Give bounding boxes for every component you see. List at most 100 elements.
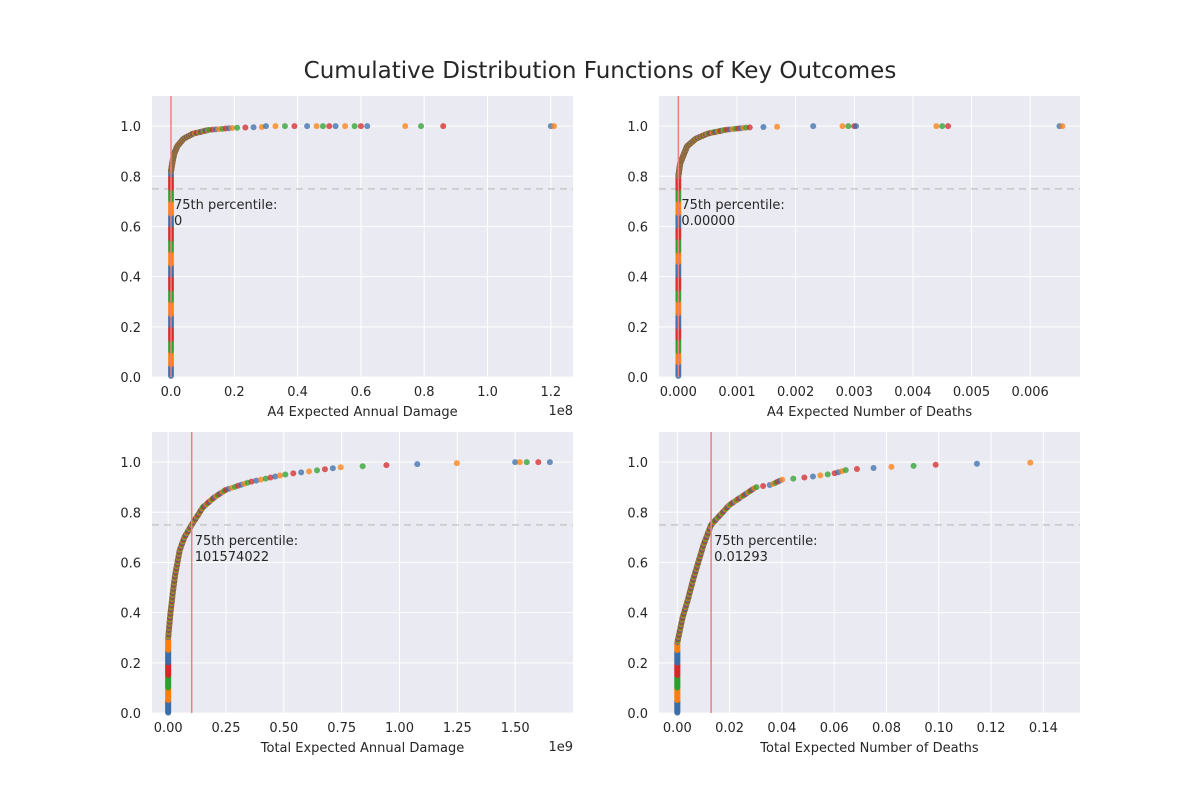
data-point <box>551 123 558 130</box>
plot-area <box>152 96 573 377</box>
x-tick-label: 0.75 <box>327 721 356 736</box>
data-point <box>253 477 260 484</box>
data-point <box>337 464 344 471</box>
y-tick-label: 0.8 <box>627 506 648 521</box>
plot-area <box>659 432 1080 713</box>
data-point <box>250 124 257 131</box>
x-tick-label: 0.4 <box>287 385 308 400</box>
percentile-annotation: 75th percentile: <box>174 198 277 213</box>
data-point <box>414 461 421 468</box>
y-tick-label: 0.4 <box>120 271 141 286</box>
data-point <box>842 467 849 474</box>
x-tick-label: 1.0 <box>477 385 498 400</box>
y-tick-label: 0.0 <box>627 707 648 722</box>
data-point <box>418 123 425 130</box>
x-axis-label: Total Expected Number of Deaths <box>759 741 979 756</box>
data-point <box>774 123 781 130</box>
data-point <box>282 471 289 478</box>
y-tick-label: 0.2 <box>627 321 648 336</box>
data-point <box>402 123 409 130</box>
data-point <box>546 459 553 466</box>
data-point <box>272 123 279 130</box>
data-point <box>753 484 760 491</box>
data-point <box>817 472 824 479</box>
data-point <box>272 473 279 480</box>
data-point <box>523 459 530 466</box>
x-tick-label: 0.004 <box>894 385 931 400</box>
percentile-annotation: 75th percentile: <box>195 534 298 549</box>
x-tick-label: 0.005 <box>953 385 990 400</box>
data-point <box>329 465 336 472</box>
data-point <box>229 125 236 132</box>
x-tick-label: 1.2 <box>540 385 561 400</box>
y-tick-label: 0.2 <box>627 657 648 672</box>
y-tick-label: 0.4 <box>627 271 648 286</box>
data-point <box>281 123 288 130</box>
x-tick-label: 1.00 <box>385 721 414 736</box>
x-tick-label: 0.000 <box>660 385 697 400</box>
plot-area <box>152 432 573 713</box>
data-point <box>870 464 877 471</box>
data-point <box>304 123 311 130</box>
data-point <box>291 123 298 130</box>
data-point <box>512 459 519 466</box>
data-point <box>383 462 390 469</box>
data-point <box>888 463 895 470</box>
percentile-annotation: 75th percentile: <box>681 198 784 213</box>
chart-panel-2: 0.000 0.001 0.002 0.003 0.004 0.005 0.006 0.0 0.… <box>627 96 1080 420</box>
data-point <box>326 123 333 130</box>
y-tick-label: 0.8 <box>120 170 141 185</box>
data-point <box>516 459 523 466</box>
y-tick-label: 0.6 <box>627 556 648 571</box>
x-tick-label: 0.002 <box>777 385 814 400</box>
data-point <box>298 469 305 476</box>
plot-area <box>659 96 1080 377</box>
data-point <box>933 123 940 130</box>
x-tick-label: 1.50 <box>501 721 530 736</box>
data-point <box>342 123 349 130</box>
y-tick-label: 1.0 <box>627 120 648 135</box>
data-point <box>973 460 980 467</box>
x-tick-label: 0.06 <box>820 721 849 736</box>
data-point <box>853 466 860 473</box>
y-tick-label: 0.6 <box>627 220 648 235</box>
x-tick-label: 0.02 <box>715 721 744 736</box>
data-point <box>306 468 313 475</box>
x-tick-label: 0.003 <box>836 385 873 400</box>
data-point <box>910 462 917 469</box>
percentile-annotation: 0.00000 <box>681 214 735 229</box>
chart-panel-4: 0.00 0.02 0.04 0.06 0.08 0.10 0.12 0.14 0.0 0.2 0.… <box>627 432 1080 756</box>
data-point <box>746 124 753 131</box>
data-point <box>314 467 321 474</box>
data-point <box>939 123 946 130</box>
x-tick-label: 0.14 <box>1029 721 1058 736</box>
y-tick-label: 1.0 <box>627 456 648 471</box>
y-tick-label: 1.0 <box>120 456 141 471</box>
data-point <box>234 124 241 131</box>
x-tick-label: 0.00 <box>154 721 183 736</box>
x-tick-label: 0.8 <box>414 385 435 400</box>
y-tick-label: 1.0 <box>120 120 141 135</box>
y-tick-label: 0.0 <box>627 371 648 386</box>
x-tick-label: 0.08 <box>872 721 901 736</box>
data-point <box>248 478 255 485</box>
data-point <box>277 472 284 479</box>
y-tick-label: 0.8 <box>627 170 648 185</box>
y-tick-label: 0.4 <box>627 607 648 622</box>
chart-panel-1: 0.0 0.2 0.4 0.6 0.8 1.0 1.2 0.0 0.2 0.4 0.6 0.8 1.0 A… <box>120 96 573 420</box>
data-point <box>258 476 265 483</box>
data-point <box>760 124 767 131</box>
x-tick-label: 1.25 <box>443 721 472 736</box>
y-tick-label: 0.2 <box>120 657 141 672</box>
y-tick-label: 0.0 <box>120 707 141 722</box>
data-point <box>357 123 364 130</box>
data-point <box>839 123 846 130</box>
x-tick-label: 0.0 <box>161 385 182 400</box>
data-point <box>321 466 328 473</box>
data-point <box>262 475 269 482</box>
data-points <box>165 459 553 716</box>
data-point <box>313 123 320 130</box>
x-tick-label: 0.00 <box>663 721 692 736</box>
y-tick-label: 0.2 <box>120 321 141 336</box>
